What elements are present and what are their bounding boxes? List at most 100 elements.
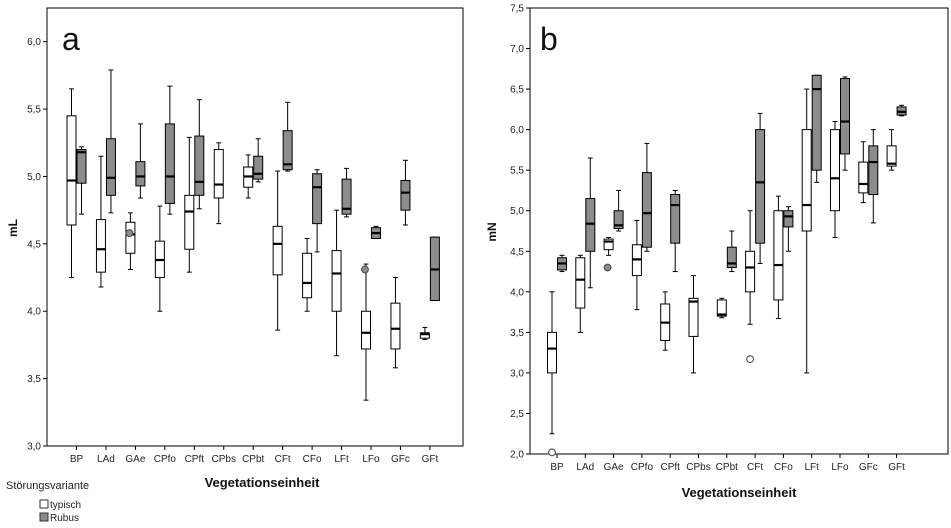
panel-a-x-tick-label: CPbs xyxy=(212,454,236,465)
panel-b-typisch-gfc-box xyxy=(858,161,869,194)
panel-a-rubus-cpfo-box xyxy=(164,123,175,204)
panel-a-y-axis-title: mL xyxy=(6,219,20,237)
panel-a-y-tick-label: 5,0 xyxy=(27,172,41,183)
panel-b-rubus-lad-box xyxy=(585,198,596,252)
panel-b-x-tick-label: GFt xyxy=(888,462,905,473)
legend-label-typisch: typisch xyxy=(50,500,81,511)
panel-a-typisch-cpbs-box xyxy=(213,149,224,199)
panel-a-typisch-gft-box xyxy=(419,332,430,339)
panel-b-y-axis-title: mN xyxy=(485,222,499,241)
legend-swatch-typisch xyxy=(39,499,49,509)
panel-a-rubus-lft-box xyxy=(341,178,352,215)
panel-b-y-tick-label: 5,5 xyxy=(510,166,524,177)
panel-b-typisch-lad-box xyxy=(575,257,586,309)
panel-b-y-tick-label: 6,5 xyxy=(510,85,524,96)
panel-b-x-tick-label: CPbt xyxy=(716,462,738,473)
panel-a-rubus-lad-box xyxy=(105,138,116,196)
panel-b-x-tick-label: CPfo xyxy=(631,462,654,473)
panel-a-x-axis-title: Vegetationseinheit xyxy=(205,475,321,490)
panel-b-rubus-cpft-box xyxy=(670,194,681,244)
panel-a-plot-frame xyxy=(46,7,464,447)
panel-a-y-tick-label: 4,5 xyxy=(27,239,41,250)
panel-a-x-tick-label: GFt xyxy=(422,454,439,465)
panel-b-typisch-lft-box xyxy=(801,129,812,232)
panel-b-rubus-gae-outlier xyxy=(603,263,612,272)
panel-a-x-tick-label: CPbt xyxy=(242,454,264,465)
panel-a-typisch-lad-box xyxy=(95,219,106,273)
panel-b-y-tick-label: 4,0 xyxy=(510,287,524,298)
panel-b-rubus-gfc-box xyxy=(868,145,879,196)
panel-a-y-tick-label: 3,0 xyxy=(27,442,41,453)
panel-a-rubus-lfo-outlier xyxy=(361,265,369,274)
panel-b: b mN Vegetationseinheit 2,0 2,5 3,0 3,5 4,0 4… xyxy=(485,4,949,500)
panel-b-typisch-gae-box xyxy=(603,238,614,251)
legend-label-rubus: Rubus xyxy=(50,513,79,524)
panel-a-typisch-lft-box xyxy=(331,250,342,312)
panel-b-typisch-lfo-box xyxy=(830,129,840,212)
panel-a-x-tick-label: LFt xyxy=(334,454,349,465)
panel-b-y-tick-label: 7,0 xyxy=(510,44,524,55)
panel-b-typisch-cft-outlier xyxy=(746,355,754,364)
legend-swatch-rubus xyxy=(39,512,49,522)
panel-b-marks: 2,0 2,5 3,0 3,5 4,0 4,5 5,0 5,5 6,0 6,5 7,0 7,5 BP LA… xyxy=(510,4,907,473)
panel-a-rubus-cpbt-box xyxy=(253,155,264,180)
panel-b-plot-frame xyxy=(529,7,949,455)
panel-a-x-tick-label: CFo xyxy=(303,454,322,465)
panel-a-rubus-gfc-box xyxy=(400,180,411,211)
panel-b-typisch-cpbs-box xyxy=(688,297,699,337)
panel-b-x-tick-label: LFt xyxy=(804,462,819,473)
panel-a-rubus-bp-box xyxy=(76,149,87,184)
panel-a-x-tick-label: BP xyxy=(70,454,84,465)
panel-b-y-tick-label: 3,5 xyxy=(510,328,524,339)
panel-a-rubus-cfo-box xyxy=(312,173,323,225)
panel-a: a mL Vegetationseinheit 3,0 3,5 4,0 4,5 5,0 5… xyxy=(6,7,464,490)
panel-a-marks: 3,0 3,5 4,0 4,5 5,0 5,5 6,0 BP LAd GAe CPfo CPft CPb… xyxy=(27,37,440,465)
panel-b-typisch-gft-box xyxy=(886,145,897,167)
panel-b-rubus-lfo-box xyxy=(840,78,850,155)
panel-b-x-tick-label: GAe xyxy=(604,462,624,473)
panel-b-y-tick-label: 2,0 xyxy=(510,450,524,461)
panel-a-typisch-cfo-box xyxy=(302,252,313,299)
panel-a-typisch-gfc-box xyxy=(390,302,401,350)
panel-b-y-tick-label: 6,0 xyxy=(510,125,524,136)
panel-a-typisch-bp-box xyxy=(66,115,77,226)
panel-a-x-tick-label: CPfo xyxy=(154,454,177,465)
panel-b-x-tick-label: CPbs xyxy=(686,462,710,473)
panel-a-x-tick-label: CFt xyxy=(275,454,291,465)
panel-a-typisch-cft-box xyxy=(272,225,283,276)
panel-b-y-tick-label: 3,0 xyxy=(510,368,524,379)
panel-b-x-tick-label: CFt xyxy=(747,462,763,473)
panel-b-y-tick-label: 2,5 xyxy=(510,409,524,420)
panel-a-y-tick-label: 4,0 xyxy=(27,307,41,318)
panel-b-label: b xyxy=(540,21,558,57)
panel-b-rubus-cfo-box xyxy=(783,210,794,228)
panel-a-x-tick-label: GAe xyxy=(125,454,145,465)
panel-b-typisch-cpbt-box xyxy=(716,299,727,317)
panel-b-x-tick-label: LAd xyxy=(576,462,594,473)
panel-a-x-tick-label: CPft xyxy=(185,454,205,465)
panel-b-rubus-cpbt-box xyxy=(726,246,737,268)
panel-b-rubus-cft-box xyxy=(755,129,766,244)
panel-b-x-tick-label: BP xyxy=(550,462,564,473)
panel-b-x-tick-label: LFo xyxy=(831,462,849,473)
panel-a-y-tick-label: 3,5 xyxy=(27,374,41,385)
panel-a-rubus-gae-box xyxy=(135,161,146,187)
legend-title: Störungsvariante xyxy=(6,480,89,492)
panel-a-typisch-lfo-box xyxy=(361,310,371,350)
panel-a-typisch-cpft-box xyxy=(184,194,195,250)
panel-b-x-axis-title: Vegetationseinheit xyxy=(682,485,798,500)
panel-a-label: a xyxy=(62,21,80,57)
panel-b-rubus-lft-box xyxy=(811,74,822,171)
panel-b-x-tick-label: GFc xyxy=(859,462,878,473)
panel-a-x-tick-label: GFc xyxy=(391,454,410,465)
panel-a-rubus-cft-box xyxy=(282,130,293,171)
panel-b-y-tick-label: 7,5 xyxy=(510,4,524,15)
panel-a-rubus-gae-outlier xyxy=(125,229,134,237)
panel-b-typisch-cfo-box xyxy=(773,210,784,301)
panel-a-y-tick-label: 5,5 xyxy=(27,105,41,116)
panel-b-typisch-bp-outlier xyxy=(548,448,556,457)
panel-b-x-tick-label: CPft xyxy=(660,462,680,473)
panel-a-y-tick-label: 6,0 xyxy=(27,37,41,48)
